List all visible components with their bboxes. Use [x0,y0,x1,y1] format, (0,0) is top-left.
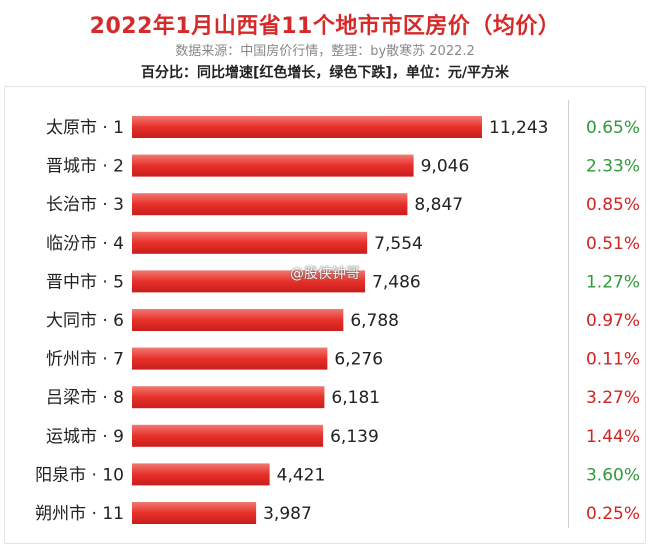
value-label: 8,847 [414,195,463,215]
value-label: 7,486 [372,272,421,292]
chart-note: 百分比：同比增速[红色增长，绿色下跌]，单位：元/平方米 [141,65,509,81]
yoy-percent-label: 0.85% [586,195,640,215]
value-label: 9,046 [421,157,470,177]
category-label: 长治市 · 3 [46,195,124,215]
category-label: 阳泉市 · 10 [35,465,124,485]
category-label: 运城市 · 9 [46,427,124,447]
yoy-percent-label: 0.65% [586,118,640,138]
value-label: 6,181 [331,388,380,408]
category-label: 太原市 · 1 [46,118,124,138]
chart-title: 2022年1月山西省11个地市市区房价（均价） [89,14,561,39]
bar [132,347,328,370]
percent-column-divider [568,100,569,528]
value-label: 6,788 [350,311,399,331]
value-label: 6,276 [334,350,383,370]
yoy-percent-label: 2.33% [586,157,640,177]
bar [132,309,344,331]
value-label: 3,987 [263,504,312,524]
category-label: 忻州市 · 7 [46,350,124,370]
bar [132,463,270,486]
category-label: 临汾市 · 4 [46,234,124,254]
bar [132,231,368,254]
value-label: 6,139 [330,427,379,447]
value-label: 11,243 [489,118,548,138]
category-label: 晋城市 · 2 [46,157,124,177]
value-label: 4,421 [277,465,326,485]
category-label: 朔州市 · 11 [35,504,124,524]
yoy-percent-label: 0.25% [586,504,640,524]
yoy-percent-label: 1.27% [586,272,640,292]
yoy-percent-label: 0.11% [586,350,640,370]
chart-panel [4,86,646,544]
bar [132,424,324,447]
bar [132,116,482,138]
yoy-percent-label: 0.97% [586,311,640,331]
yoy-percent-label: 1.44% [586,427,640,447]
yoy-percent-label: 3.60% [586,465,640,485]
category-label: 晋中市 · 5 [46,272,124,292]
bar [132,154,414,177]
yoy-percent-label: 3.27% [586,388,640,408]
bar [132,386,325,409]
bar [132,193,408,216]
category-label: 大同市 · 6 [46,311,124,331]
value-label: 7,554 [374,234,423,254]
category-label: 吕梁市 · 8 [46,388,124,408]
yoy-percent-label: 0.51% [586,234,640,254]
bar [132,502,257,524]
chart-source: 数据来源：中国房价行情，整理：by散寒苏 2022.2 [175,44,475,59]
bar [132,270,366,293]
